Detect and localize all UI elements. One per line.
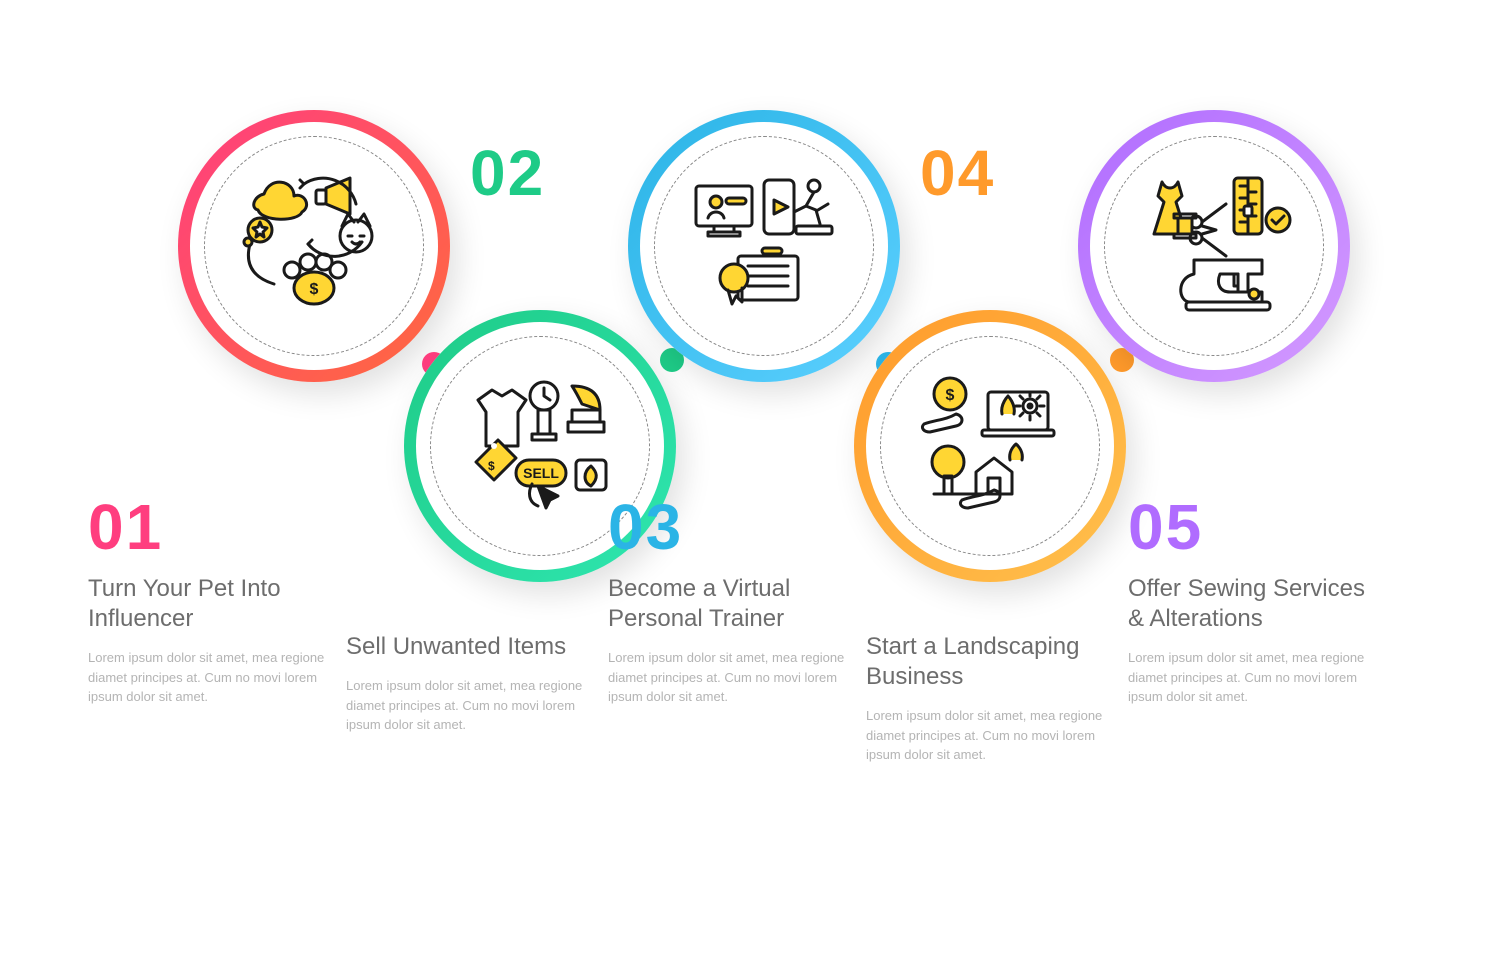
step-text-03: Become a Virtual Personal Trainer Lorem … (608, 574, 848, 707)
sewing-icon (1134, 166, 1294, 326)
step-desc: Lorem ipsum dolor sit amet, mea regione … (866, 706, 1106, 765)
step-number-04: 04 (920, 136, 995, 210)
virtual-trainer-icon (684, 166, 844, 326)
step-title: Offer Sewing Services & Alterations (1128, 574, 1368, 634)
svg-text:$: $ (488, 459, 495, 473)
step-number-03: 03 (608, 490, 683, 564)
svg-text:$: $ (310, 281, 319, 298)
step-number-02: 02 (470, 136, 545, 210)
step-title: Become a Virtual Personal Trainer (608, 574, 848, 634)
step-title: Sell Unwanted Items (346, 632, 586, 662)
step-text-01: Turn Your Pet Into Influencer Lorem ipsu… (88, 574, 328, 707)
sell-items-icon: $ SELL (460, 366, 620, 526)
step-desc: Lorem ipsum dolor sit amet, mea regione … (1128, 648, 1368, 707)
step-text-05: Offer Sewing Services & Alterations Lore… (1128, 574, 1368, 707)
step-text-04: Start a Landscaping Business Lorem ipsum… (866, 632, 1106, 765)
step-title: Start a Landscaping Business (866, 632, 1106, 692)
landscaping-icon: $ (910, 366, 1070, 526)
pet-influencer-icon: $ (234, 166, 394, 326)
step-ring-03 (628, 110, 900, 382)
infographic-canvas: $ 01 Turn Your Pet Into Influencer Lorem… (0, 0, 1508, 980)
step-desc: Lorem ipsum dolor sit amet, mea regione … (608, 648, 848, 707)
step-desc: Lorem ipsum dolor sit amet, mea regione … (346, 676, 586, 735)
step-ring-04: $ (854, 310, 1126, 582)
step-ring-01: $ (178, 110, 450, 382)
step-ring-05 (1078, 110, 1350, 382)
svg-text:$: $ (946, 387, 955, 404)
svg-text:SELL: SELL (523, 465, 559, 481)
step-desc: Lorem ipsum dolor sit amet, mea regione … (88, 648, 328, 707)
step-text-02: Sell Unwanted Items Lorem ipsum dolor si… (346, 632, 586, 735)
step-number-01: 01 (88, 490, 163, 564)
step-number-05: 05 (1128, 490, 1203, 564)
step-title: Turn Your Pet Into Influencer (88, 574, 328, 634)
